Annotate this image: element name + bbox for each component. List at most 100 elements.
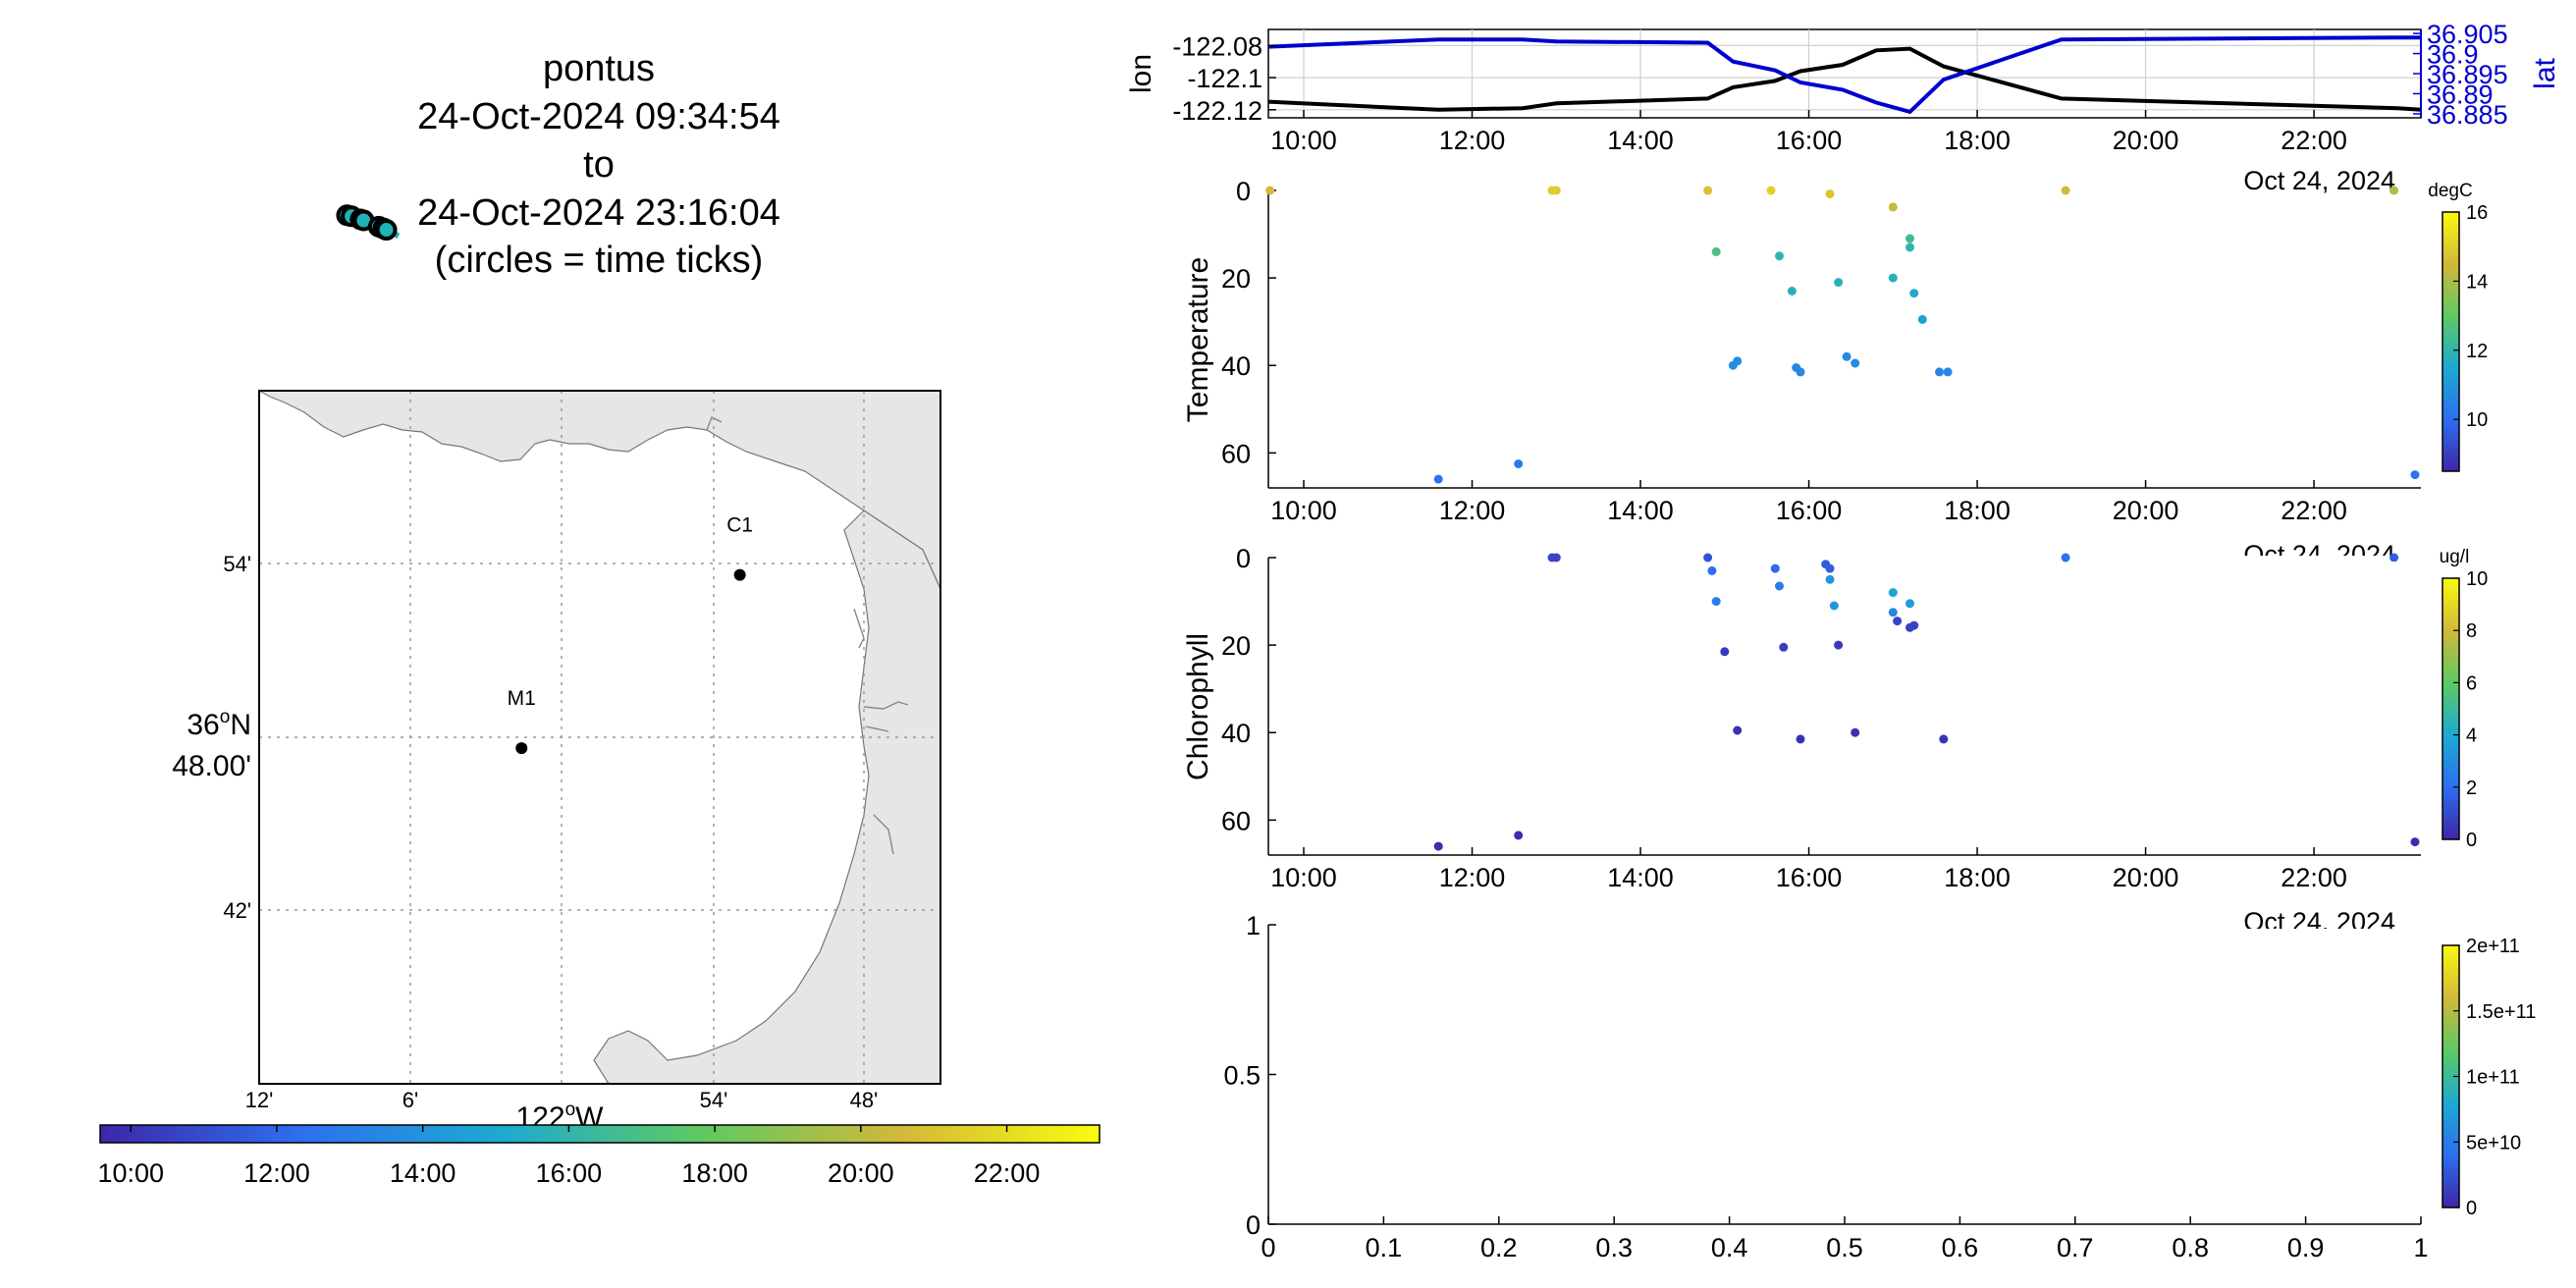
x-tick-label: 16:00 [1776,496,1843,525]
data-point [2410,470,2420,480]
colorbar-tick-label: 2e+11 [2466,936,2520,957]
chlorophyll-colorbar-ticks: 10 8 6 4 2 0 [2453,568,2488,851]
colorbar-tick-label: 10 [2466,568,2488,590]
lon-axis-label: lon [1125,54,1157,93]
colorbar-tick-label: 5e+10 [2466,1132,2521,1154]
time-tick-circle [375,219,398,242]
x-tick-label: 12:00 [1439,863,1506,892]
x-tick-label: 0.1 [1366,1233,1403,1262]
y-tick-label: 0 [1236,544,1251,573]
empty-colorbar-ticks: 2e+11 1.5e+11 1e+11 5e+10 0 [2453,936,2536,1219]
date-label-clip-mask [2219,929,2425,944]
data-point [1842,351,1852,361]
data-point [1796,734,1805,744]
date-label: Oct 24, 2024 [2243,166,2395,195]
time-colorbar [99,1124,1100,1144]
data-point [1711,246,1721,256]
land-east [593,510,940,1084]
time-colorbar-ticks: 10:00 12:00 14:00 16:00 18:00 20:00 22:00 [97,1125,1040,1188]
data-point [1775,581,1784,591]
title-block: pontus 24-Oct-2024 09:34:54 to 24-Oct-20… [417,48,780,281]
lon-tick-label: 12' [245,1088,274,1112]
x-tick-label: 22:00 [2281,863,2347,892]
temperature-x-ticks: 10:00 12:00 14:00 16:00 18:00 20:00 22:00 [1270,480,2347,525]
colorbar-tick-label: 1e+11 [2466,1067,2520,1089]
x-tick-label: 0.5 [1826,1233,1863,1262]
lon-tick-label: -122.1 [1187,64,1262,93]
colorbar-tick-label: 16:00 [536,1158,603,1188]
data-point [1888,588,1898,598]
colorbar-tick-label: 10:00 [97,1158,164,1188]
x-tick-label: 10:00 [1270,496,1337,525]
data-point [1551,553,1561,563]
y-tick-label: 60 [1221,439,1251,468]
map-frame [258,390,941,1085]
station-marker [515,742,528,755]
lat-main-label-deg: 36oN [187,707,251,741]
data-point [1851,358,1860,368]
x-tick-label: 0.8 [2172,1233,2209,1262]
data-point [1909,289,1919,298]
y-tick-label: 0 [1246,1210,1261,1240]
position-x-ticks: 10:00 12:00 14:00 16:00 18:00 20:00 22:00 [1270,110,2347,155]
chlorophyll-points [1433,553,2420,851]
data-point [1888,202,1898,212]
data-point [1703,553,1713,563]
x-tick-label: 10:00 [1270,863,1337,892]
lat-axis-label: lat [2529,57,2561,88]
data-point [1733,725,1743,735]
x-tick-label: 16:00 [1776,126,1843,155]
temperature-panel: 0 20 40 60 10:00 12:00 14:00 16:00 18:00 20:00 22… [1182,177,2488,569]
position-series [1267,35,2422,115]
data-point [1917,314,1927,324]
chlorophyll-y-ticks: 0 20 40 60 [1221,544,1276,835]
data-point [1733,356,1743,366]
empty-x-ticks: 0 0.1 0.2 0.3 0.4 0.5 0.6 0.7 0.8 0.9 1 [1261,1216,2429,1262]
data-point [2061,553,2070,563]
chlorophyll-x-ticks: 10:00 12:00 14:00 16:00 18:00 20:00 22:00 [1270,847,2347,892]
station-marker [733,568,746,581]
x-tick-label: 14:00 [1607,126,1674,155]
x-tick-label: 12:00 [1439,496,1506,525]
position-panel: -122.08-122.1-122.12 36.90536.936.89536.… [1125,20,2561,195]
data-point [1514,831,1524,840]
colorbar-tick-label: 12:00 [243,1158,310,1188]
empty-panel: 00.51 0 0.1 0.2 0.3 0.4 0.5 0.6 0.7 0.8 0.9 1 2e+1… [1223,911,2536,1262]
x-tick-label: 16:00 [1776,863,1843,892]
y-tick-label: 20 [1221,264,1251,294]
station-label: C1 [726,514,753,537]
map-track [336,204,401,242]
data-point [1775,251,1784,261]
title-line: (circles = time ticks) [435,240,764,281]
data-point [1905,242,1914,252]
data-point [1888,608,1898,617]
data-point [1825,189,1835,199]
data-point [1766,186,1776,195]
x-tick-label: 20:00 [2113,126,2179,155]
data-point [1703,186,1713,195]
station-label: M1 [508,687,536,710]
data-point [1834,640,1844,650]
x-tick-label: 22:00 [2281,496,2347,525]
chlorophyll-unit-label: ug/l [2440,547,2470,567]
temperature-points [1265,186,2420,484]
title-line: pontus [543,48,655,89]
y-tick-label: 0.5 [1223,1061,1261,1091]
lat-tick-label: 36.89 [2427,80,2494,109]
lat-tick-label: 36.9 [2427,40,2479,70]
lat-main-label-min: 48.00' [172,750,251,782]
data-point [1939,734,1949,744]
temperature-axis-label: Temperature [1182,257,1214,422]
x-tick-label: 14:00 [1607,863,1674,892]
lon-tick-label: -122.08 [1172,31,1262,61]
temperature-unit-label: degC [2428,181,2472,201]
x-tick-label: 0.2 [1480,1233,1518,1262]
data-point [1825,564,1835,573]
data-point [2389,186,2399,195]
x-tick-label: 1 [2413,1233,2428,1262]
land-north [259,391,940,590]
chlorophyll-axis-label: Chlorophyll [1182,633,1214,780]
x-tick-label: 10:00 [1270,126,1337,155]
